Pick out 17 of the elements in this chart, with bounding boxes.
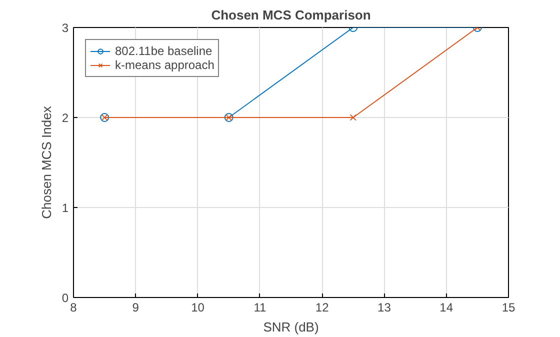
x-tick-label: 13 xyxy=(378,300,392,314)
chart-title: Chosen MCS Comparison xyxy=(211,8,371,22)
legend-label: 802.11be baseline xyxy=(115,44,212,58)
y-tick-label: 3 xyxy=(62,21,69,35)
x-axis-title: SNR (dB) xyxy=(263,320,319,334)
legend-label: k-means approach xyxy=(115,58,214,72)
y-tick-label: 1 xyxy=(62,201,69,215)
y-tick-label: 2 xyxy=(62,111,69,125)
y-tick-label: 0 xyxy=(62,291,69,305)
x-tick-label: 9 xyxy=(132,300,140,314)
x-tick-label: 12 xyxy=(315,300,330,314)
y-axis-title: Chosen MCS Index xyxy=(38,106,54,219)
x-tick-label: 10 xyxy=(191,300,205,314)
x-tick-label: 8 xyxy=(70,300,78,314)
x-tick-label: 11 xyxy=(254,300,266,314)
x-tick-label: 14 xyxy=(440,300,454,314)
x-tick-label: 15 xyxy=(502,300,516,314)
